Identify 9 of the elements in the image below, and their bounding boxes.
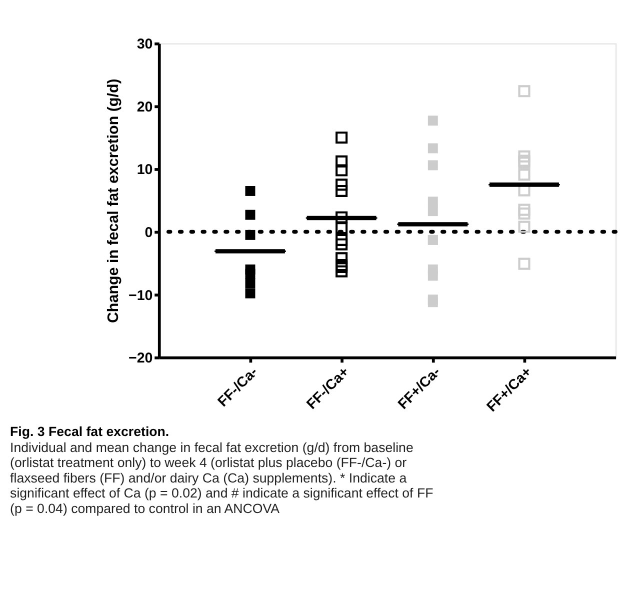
text: Individual and mean change in fecal fat excretion (g/d) from baseline (orlistat treatment only) to week 4 (orlistat plus placebo (FF-/Ca-) or flaxseed fibers (FF) and/or dairy Ca (Ca) supplements). * Indicate a significant effect of Ca (p = 0.02) and # indicate a significant effect of FF (p = 0.04) compared to control in an ANCOVA xyxy=(10,440,434,516)
y-tick-label: 10 xyxy=(136,162,153,178)
y-axis-title: Change in fecal fat excretion (g/d) xyxy=(105,78,122,324)
y-tick-label: −20 xyxy=(128,350,153,367)
y-tick-label: −10 xyxy=(128,288,153,304)
y-tick-label: 30 xyxy=(136,36,153,53)
y-tick-label: 0 xyxy=(144,225,153,242)
y-tick-label: 20 xyxy=(136,99,153,116)
text: Fig. 3 Fecal fat excretion. xyxy=(10,424,170,439)
